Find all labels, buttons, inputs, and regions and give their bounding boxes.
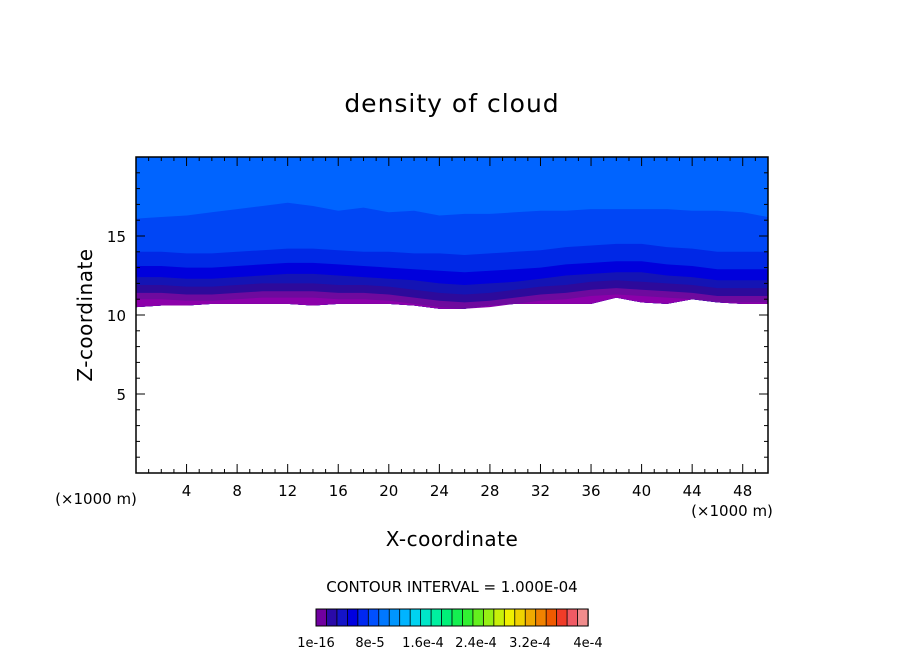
x-unit-left: (×1000 m) bbox=[55, 490, 137, 508]
x-tick-label: 48 bbox=[733, 482, 752, 500]
x-axis-title: X-coordinate bbox=[386, 527, 519, 551]
colorbar-swatch bbox=[482, 608, 495, 627]
colorbar bbox=[315, 608, 589, 627]
colorbar-swatch bbox=[420, 608, 432, 627]
colorbar-swatch bbox=[315, 608, 328, 627]
colorbar-label: 8e-5 bbox=[355, 636, 384, 651]
contour-interval-label: CONTOUR INTERVAL = 1.000E-04 bbox=[326, 578, 577, 596]
y-axis-title: Z-coordinate bbox=[73, 248, 97, 381]
colorbar-swatch bbox=[441, 608, 453, 627]
colorbar-swatch bbox=[399, 608, 411, 627]
colorbar-swatch bbox=[556, 608, 568, 627]
x-tick-label: 4 bbox=[182, 482, 192, 500]
x-unit-right: (×1000 m) bbox=[691, 502, 773, 520]
chart-title: density of cloud bbox=[344, 89, 559, 118]
contour-band-7 bbox=[136, 294, 768, 309]
colorbar-swatch bbox=[326, 608, 338, 627]
colorbar-swatch bbox=[430, 608, 443, 627]
colorbar-label: 3.2e-4 bbox=[509, 636, 551, 651]
colorbar-swatch bbox=[503, 608, 516, 627]
colorbar-labels: 1e-16 8e-5 1.6e-4 2.4e-4 3.2e-4 4e-4 bbox=[297, 636, 602, 651]
colorbar-frame bbox=[315, 608, 589, 627]
colorbar-swatch bbox=[462, 608, 474, 627]
colorbar-label: 2.4e-4 bbox=[455, 636, 497, 651]
colorbar-swatch bbox=[357, 608, 370, 627]
x-tick-label: 40 bbox=[632, 482, 651, 500]
colorbar-swatch bbox=[336, 608, 349, 627]
colorbar-label: 1e-16 bbox=[297, 636, 335, 651]
x-tick-label: 8 bbox=[232, 482, 242, 500]
x-tick-label: 12 bbox=[278, 482, 297, 500]
colorbar-swatch bbox=[409, 608, 422, 627]
colorbar-swatch bbox=[493, 608, 506, 627]
colorbar-swatch bbox=[367, 608, 380, 627]
x-tick-label: 44 bbox=[683, 482, 702, 500]
colorbar-swatch bbox=[535, 608, 547, 627]
colorbar-swatch bbox=[346, 608, 359, 627]
x-tick-label: 28 bbox=[480, 482, 499, 500]
colorbar-swatch bbox=[566, 608, 579, 627]
y-tick-label: 10 bbox=[107, 307, 126, 325]
colorbar-swatch bbox=[378, 608, 390, 627]
colorbar-label: 4e-4 bbox=[573, 636, 602, 651]
colorbar-swatch bbox=[472, 608, 485, 627]
colorbar-swatch bbox=[388, 608, 401, 627]
y-tick-label: 15 bbox=[107, 228, 126, 246]
colorbar-swatch bbox=[451, 608, 464, 627]
x-tick-label: 36 bbox=[581, 482, 600, 500]
x-tick-label: 24 bbox=[430, 482, 449, 500]
colorbar-swatch bbox=[524, 608, 537, 627]
colorbar-swatch bbox=[577, 608, 589, 627]
contour-fill bbox=[136, 157, 768, 309]
y-tick-label: 5 bbox=[116, 386, 126, 404]
x-tick-label: 20 bbox=[379, 482, 398, 500]
colorbar-label: 1.6e-4 bbox=[402, 636, 444, 651]
colorbar-swatch bbox=[545, 608, 558, 627]
x-tick-label: 32 bbox=[531, 482, 550, 500]
x-tick-label: 16 bbox=[329, 482, 348, 500]
colorbar-swatch bbox=[514, 608, 526, 627]
